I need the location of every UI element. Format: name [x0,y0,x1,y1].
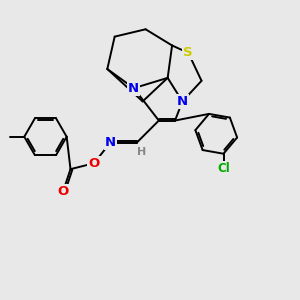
Text: N: N [105,136,116,149]
Text: O: O [58,185,69,198]
Text: Cl: Cl [217,162,230,175]
Text: H: H [137,147,147,157]
Text: O: O [88,157,100,170]
Text: N: N [128,82,140,95]
Text: N: N [177,95,188,108]
Text: S: S [184,46,193,59]
